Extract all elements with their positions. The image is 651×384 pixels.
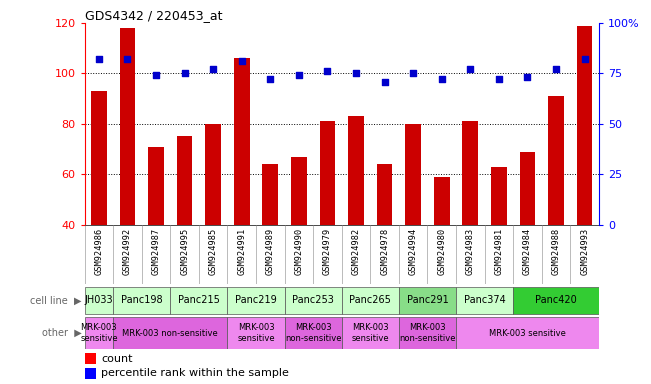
Text: cell line  ▶: cell line ▶ [30, 295, 81, 306]
Point [322, 68, 333, 74]
Point [122, 56, 133, 63]
Text: GSM924989: GSM924989 [266, 228, 275, 275]
Point [236, 58, 247, 65]
Bar [456, 286, 513, 314]
Point [465, 66, 475, 73]
Bar [120, 28, 135, 225]
Bar [227, 318, 284, 349]
Text: GSM924982: GSM924982 [352, 228, 361, 275]
Text: Panc198: Panc198 [121, 295, 163, 306]
Bar [342, 318, 399, 349]
Text: GDS4342 / 220453_at: GDS4342 / 220453_at [85, 9, 222, 22]
Bar [399, 318, 456, 349]
Bar [177, 136, 193, 225]
Text: MRK-003
sensitive: MRK-003 sensitive [80, 323, 118, 343]
Bar [548, 96, 564, 225]
Point [437, 76, 447, 83]
Bar [148, 147, 164, 225]
Bar [85, 286, 113, 314]
Bar [320, 121, 335, 225]
Text: MRK-003 sensitive: MRK-003 sensitive [489, 329, 566, 338]
Text: MRK-003
non-sensitive: MRK-003 non-sensitive [285, 323, 342, 343]
Text: JH033: JH033 [85, 295, 113, 306]
Text: GSM924983: GSM924983 [466, 228, 475, 275]
Point [493, 76, 504, 83]
Text: GSM924991: GSM924991 [237, 228, 246, 275]
Bar [113, 318, 227, 349]
Text: GSM924995: GSM924995 [180, 228, 189, 275]
Text: GSM924984: GSM924984 [523, 228, 532, 275]
Point [408, 70, 419, 76]
Text: GSM924985: GSM924985 [209, 228, 217, 275]
Text: GSM924978: GSM924978 [380, 228, 389, 275]
Text: Panc219: Panc219 [235, 295, 277, 306]
Bar [577, 26, 592, 225]
Text: GSM924987: GSM924987 [152, 228, 161, 275]
Text: MRK-003
sensitive: MRK-003 sensitive [237, 323, 275, 343]
Text: MRK-003
sensitive: MRK-003 sensitive [352, 323, 389, 343]
Text: GSM924988: GSM924988 [551, 228, 561, 275]
Point [579, 56, 590, 63]
Text: GSM924993: GSM924993 [580, 228, 589, 275]
Bar [434, 177, 450, 225]
Text: Panc374: Panc374 [464, 295, 506, 306]
Text: count: count [101, 354, 133, 364]
Bar [284, 318, 342, 349]
Bar [234, 58, 249, 225]
Text: other  ▶: other ▶ [42, 328, 81, 338]
Point [265, 76, 275, 83]
Bar [519, 152, 535, 225]
Bar [513, 286, 599, 314]
Point [151, 73, 161, 79]
Point [180, 70, 190, 76]
Point [208, 66, 219, 73]
Text: Panc265: Panc265 [350, 295, 391, 306]
Point [94, 56, 104, 63]
Text: Panc420: Panc420 [535, 295, 577, 306]
Point [351, 70, 361, 76]
Point [522, 74, 533, 81]
Point [380, 78, 390, 84]
Text: percentile rank within the sample: percentile rank within the sample [101, 368, 289, 378]
Bar [85, 368, 96, 379]
Text: Panc291: Panc291 [407, 295, 449, 306]
Text: GSM924990: GSM924990 [294, 228, 303, 275]
Text: MRK-003
non-sensitive: MRK-003 non-sensitive [399, 323, 456, 343]
Bar [113, 286, 171, 314]
Text: Panc215: Panc215 [178, 295, 220, 306]
Text: GSM924992: GSM924992 [123, 228, 132, 275]
Text: GSM924986: GSM924986 [94, 228, 104, 275]
Bar [171, 286, 227, 314]
Bar [491, 167, 506, 225]
Bar [85, 353, 96, 364]
Bar [377, 164, 393, 225]
Bar [227, 286, 284, 314]
Bar [291, 157, 307, 225]
Bar [348, 116, 364, 225]
Bar [284, 286, 342, 314]
Text: GSM924979: GSM924979 [323, 228, 332, 275]
Text: Panc253: Panc253 [292, 295, 334, 306]
Bar [85, 318, 113, 349]
Bar [406, 124, 421, 225]
Text: MRK-003 non-sensitive: MRK-003 non-sensitive [122, 329, 218, 338]
Text: GSM924981: GSM924981 [494, 228, 503, 275]
Point [294, 73, 304, 79]
Bar [91, 91, 107, 225]
Text: GSM924994: GSM924994 [409, 228, 418, 275]
Bar [342, 286, 399, 314]
Bar [462, 121, 478, 225]
Bar [456, 318, 599, 349]
Bar [205, 124, 221, 225]
Text: GSM924980: GSM924980 [437, 228, 447, 275]
Point [551, 66, 561, 73]
Bar [262, 164, 278, 225]
Bar [399, 286, 456, 314]
